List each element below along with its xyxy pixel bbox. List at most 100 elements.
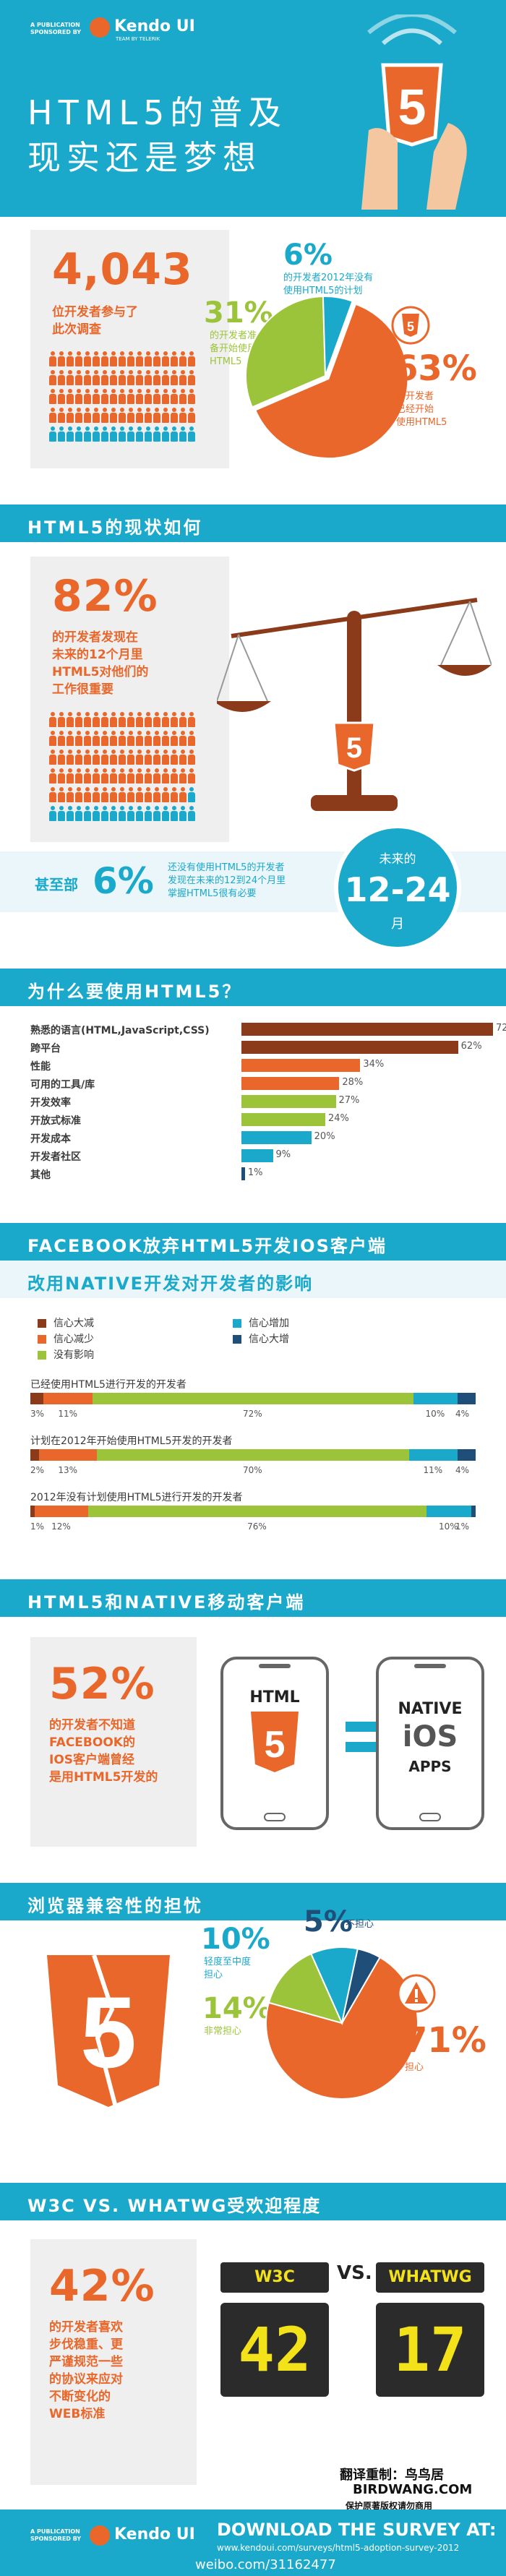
pct14-desc: 非常担心	[204, 2026, 242, 2037]
person-icon	[179, 712, 186, 728]
person-icon	[101, 731, 108, 747]
header: A PUBLICATION SPONSORED BY Kendo UI TEAM…	[0, 0, 506, 217]
person-icon	[84, 712, 91, 728]
why-value-label: 20%	[314, 1131, 335, 1142]
person-icon	[162, 768, 169, 784]
stack-value-label: 11%	[58, 1409, 78, 1419]
stack-value-label: 4%	[455, 1465, 470, 1475]
person-icon	[93, 389, 100, 405]
html5-phone: HTML 5	[220, 1657, 329, 1830]
person-icon	[101, 787, 108, 803]
person-icon	[67, 787, 74, 803]
person-icon	[110, 370, 117, 386]
stack-value-label: 10%	[425, 1409, 445, 1419]
page-title-line1: HTML5的普及	[27, 93, 288, 132]
person-icon	[119, 408, 126, 424]
stack-segment	[30, 1393, 44, 1404]
person-icon	[101, 712, 108, 728]
person-icon	[171, 408, 178, 424]
person-icon	[127, 426, 134, 442]
person-icon	[58, 750, 65, 765]
credit-line-1: 翻译重制：鸟鸟居	[340, 2468, 444, 2483]
person-icon	[171, 389, 178, 405]
person-icon	[58, 389, 65, 405]
person-icon	[153, 351, 160, 367]
why-value-label: 28%	[342, 1077, 364, 1088]
person-icon	[75, 712, 82, 728]
person-icon	[67, 426, 74, 442]
person-icon	[136, 750, 143, 765]
stack-value-label: 70%	[243, 1465, 262, 1475]
person-icon	[110, 768, 117, 784]
person-icon	[153, 806, 160, 822]
stack-segment	[471, 1506, 476, 1517]
section-band-facebook: FACEBOOK放弃HTML5开发IOS客户端	[0, 1223, 506, 1261]
person-icon	[179, 731, 186, 747]
person-icon	[93, 408, 100, 424]
pct52-desc-4: 是用HTML5开发的	[49, 1770, 158, 1785]
person-icon	[179, 806, 186, 822]
page-title-line2: 现实还是梦想	[27, 138, 262, 177]
whatwg-scoreboard: 17	[376, 2303, 484, 2397]
hand-holding-html5-icon: 5	[361, 14, 467, 210]
person-icon	[58, 408, 65, 424]
pct6-desc-2: 使用HTML5的计划	[283, 285, 363, 296]
person-icon	[67, 370, 74, 386]
person-icon	[93, 370, 100, 386]
participant-desc-2: 此次调查	[52, 322, 101, 337]
future-desc-2: 发现在未来的12到24个月里	[168, 875, 286, 886]
person-icon	[145, 750, 152, 765]
stack-bar	[30, 1393, 476, 1404]
pct31-value: 31%	[204, 296, 273, 330]
person-icon	[171, 370, 178, 386]
warning-badge-icon	[397, 1974, 436, 2013]
person-icon	[110, 408, 117, 424]
person-icon	[67, 750, 74, 765]
person-icon	[127, 731, 134, 747]
section-band-status: HTML5的现状如何	[0, 505, 506, 542]
person-icon	[93, 806, 100, 822]
download-url[interactable]: www.kendoui.com/surveys/html5-adoption-s…	[217, 2543, 460, 2553]
why-category-label: 可用的工具/库	[30, 1079, 95, 1091]
person-icon	[188, 426, 195, 442]
person-icon	[136, 408, 143, 424]
future-label: 未来的	[379, 852, 416, 867]
facebook-panel: 52% 的开发者不知道 FACEBOOK的 IOS客户端曾经 是用HTML5开发…	[30, 1637, 197, 1847]
svg-text:5: 5	[265, 1724, 286, 1766]
pct14-value: 14%	[202, 1992, 272, 2025]
pct63-desc-3: 使用HTML5	[396, 417, 447, 428]
person-icon	[58, 787, 65, 803]
legend-label: 信心大增	[249, 1334, 289, 1345]
person-icon	[75, 787, 82, 803]
person-icon	[110, 351, 117, 367]
footer: A PUBLICATION SPONSORED BY Kendo UI DOWN…	[0, 2510, 506, 2576]
person-icon	[171, 806, 178, 822]
ios-label: iOS	[402, 1720, 458, 1753]
pct82-desc-2: 未来的12个月里	[52, 648, 143, 662]
stack-segment	[408, 1449, 458, 1461]
download-label[interactable]: DOWNLOAD THE SURVEY AT:	[217, 2520, 497, 2540]
pct10-value: 10%	[201, 1923, 270, 1956]
legend-swatch	[233, 1335, 241, 1344]
html5-shield-icon: 5	[251, 1712, 299, 1772]
participant-panel: 4,043 位开发者参与了 此次调查	[30, 230, 229, 468]
person-icon	[84, 426, 91, 442]
person-icon	[136, 731, 143, 747]
why-category-label: 开放式标准	[30, 1115, 81, 1127]
person-icon	[162, 750, 169, 765]
person-icon	[84, 389, 91, 405]
why-category-label: 熟悉的语言(HTML,JavaScript,CSS)	[30, 1025, 210, 1036]
svg-text:5: 5	[346, 732, 362, 764]
person-icon	[153, 712, 160, 728]
legend-item: 信心大减	[38, 1315, 94, 1330]
future-circle: 未来的 12-24 月	[334, 824, 461, 951]
person-icon	[101, 389, 108, 405]
future-desc-1: 还没有使用HTML5的开发者	[168, 862, 285, 873]
why-bar	[241, 1077, 340, 1090]
person-icon	[110, 731, 117, 747]
stack-value-label: 1%	[30, 1521, 45, 1532]
person-icon	[153, 768, 160, 784]
person-icon	[153, 370, 160, 386]
future-unit: 月	[391, 916, 404, 932]
